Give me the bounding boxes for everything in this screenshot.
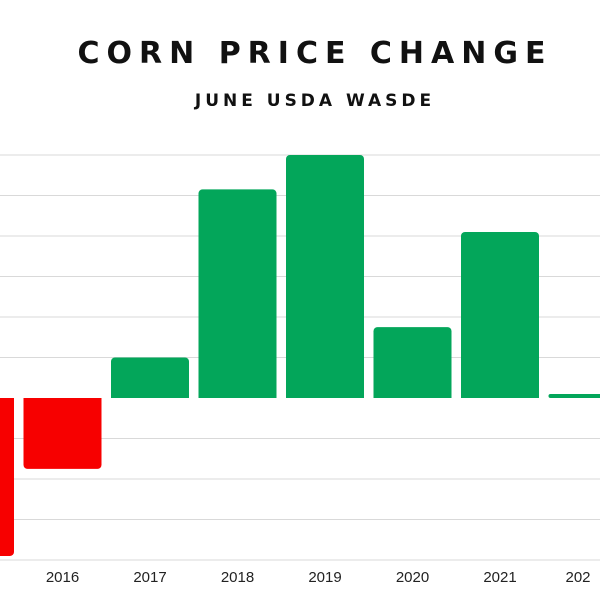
- bar-base-2019: [286, 393, 364, 398]
- chart-subtitle: JUNE USDA WASDE: [194, 91, 436, 111]
- x-tick-label-2019: 2019: [308, 569, 341, 586]
- bar-2022: [548, 393, 600, 398]
- x-tick-label-2021: 2021: [483, 569, 516, 586]
- bar-2017: [111, 357, 189, 398]
- chart-title: CORN PRICE CHANGE: [77, 36, 553, 71]
- bar-base-2017: [111, 393, 189, 398]
- x-tick-label-2020: 2020: [396, 569, 429, 586]
- bar-base-2021: [461, 393, 539, 398]
- x-axis-tick-labels: 2016 2017 2018 2019 2020 2021 202: [46, 569, 591, 586]
- x-tick-label-2017: 2017: [133, 569, 166, 586]
- bar-2015: [0, 398, 14, 556]
- bars: [0, 155, 600, 556]
- bar-base-2018: [198, 393, 277, 398]
- x-tick-label-2016: 2016: [46, 569, 79, 586]
- bar-base-2020: [373, 393, 452, 398]
- bar-base-2016: [23, 398, 102, 403]
- bar-2016: [23, 398, 102, 469]
- bar-2019: [286, 155, 364, 398]
- x-tick-label-2018: 2018: [221, 569, 254, 586]
- bar-2020: [373, 327, 452, 398]
- x-tick-label-2022: 202: [566, 569, 591, 586]
- bar-2018: [198, 189, 277, 398]
- bar-2021: [461, 231, 539, 398]
- bar-base-2015: [0, 398, 14, 403]
